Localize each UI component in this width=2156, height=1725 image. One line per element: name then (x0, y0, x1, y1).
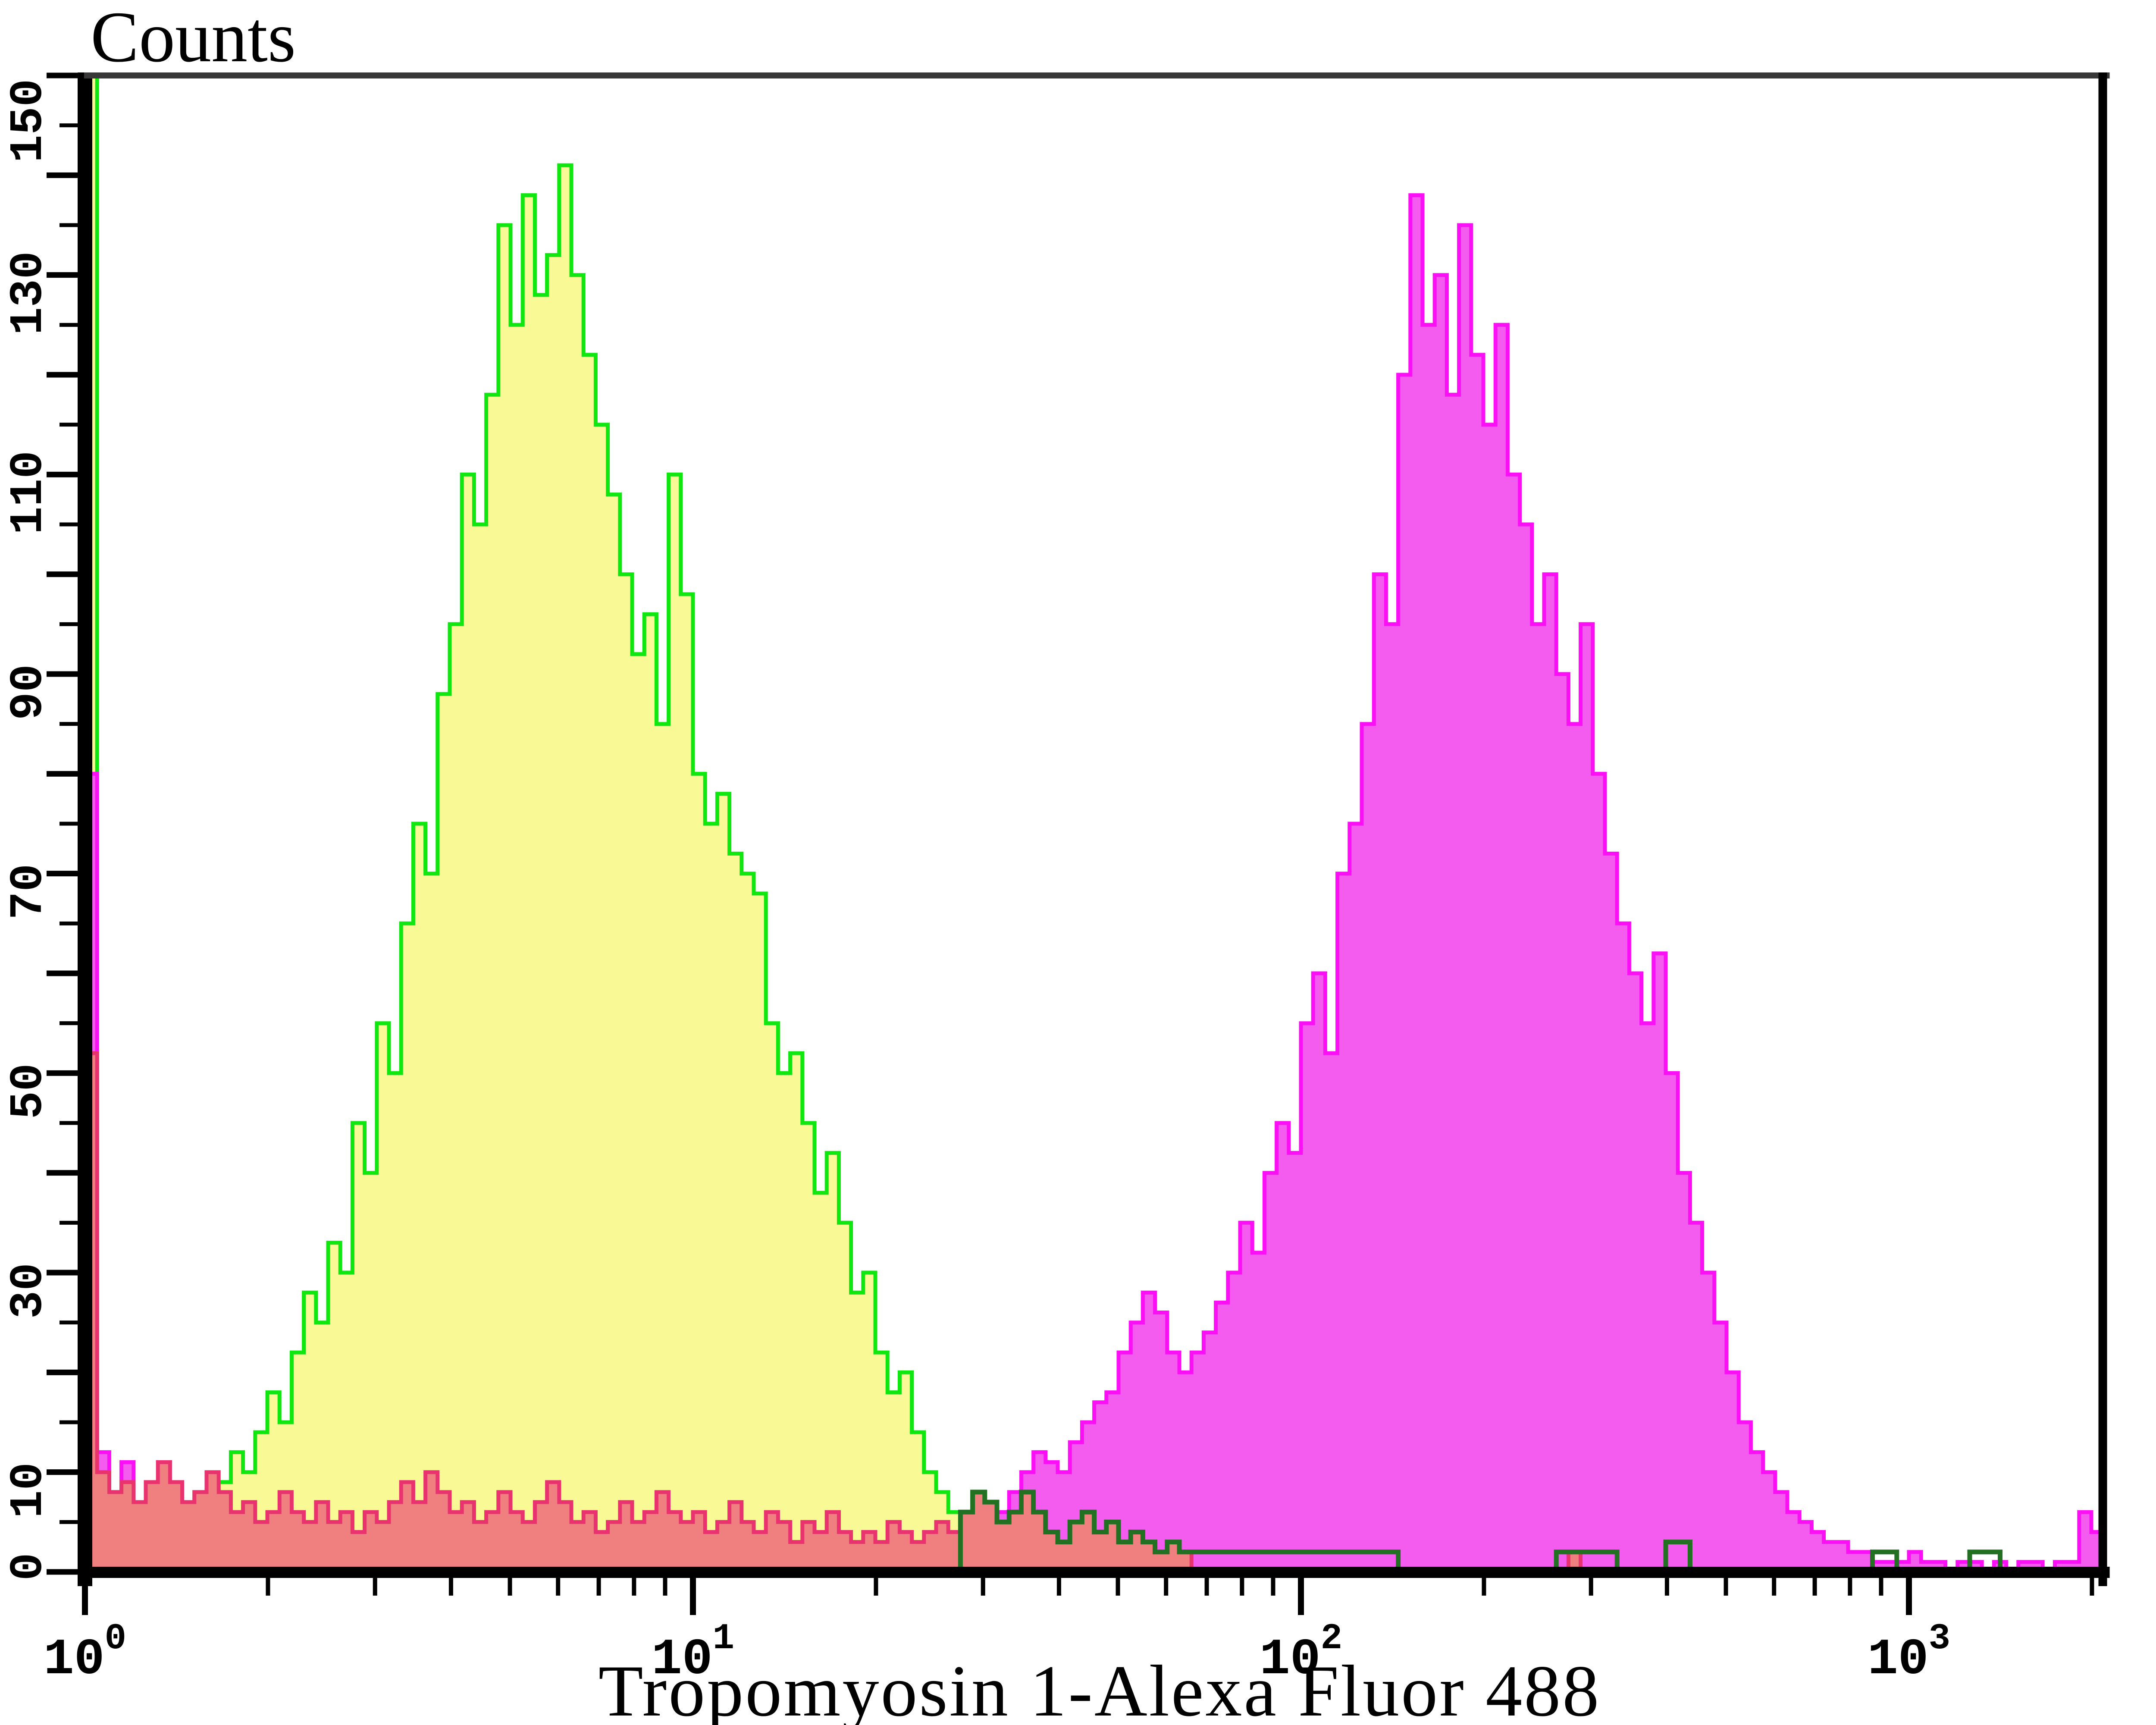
x-tick-label-1e1: 101 (652, 1618, 734, 1689)
y-tick-label-110: 110 (3, 451, 55, 534)
x-axis-spine (78, 1567, 2110, 1578)
y-tick-label-30: 30 (3, 1263, 55, 1319)
x-tick-labels: 100 101 102 103 (44, 1618, 1950, 1689)
right-border (2098, 72, 2107, 1586)
negative-control-yellow-green-outline-0 (83, 73, 1009, 1574)
chart-title: Counts (91, 0, 296, 77)
negative-control-yellow-green-fill-0 (85, 75, 1009, 1572)
x-tick-label-1e2: 102 (1260, 1618, 1342, 1689)
x-tick-label-1e3: 103 (1868, 1618, 1950, 1689)
y-tick-label-150: 150 (3, 79, 55, 163)
y-tick-label-90: 90 (3, 664, 55, 720)
x-tick-label-1e0: 100 (44, 1618, 126, 1689)
axis-spines (78, 72, 2110, 1586)
tropomyosin1-stained-magenta-outline-1 (934, 193, 2103, 1574)
x-axis-title: Tropomyosin 1-Alexa Fluor 488 (599, 1650, 1601, 1725)
series-layer (83, 73, 2103, 1574)
y-tick-label-0: 0 (3, 1553, 55, 1581)
y-tick-label-10: 10 (3, 1462, 55, 1518)
y-tick-label-130: 130 (3, 251, 55, 335)
axis-ticks (47, 72, 2094, 1615)
top-border (84, 72, 2110, 78)
y-tick-labels: 0 10 30 50 70 90 110 130 150 (3, 79, 55, 1581)
y-tick-label-50: 50 (3, 1063, 55, 1120)
secondary-only-red-fill-0 (85, 1053, 1192, 1572)
y-axis-spine (78, 72, 92, 1586)
y-tick-label-70: 70 (3, 864, 55, 920)
green-tail-accents-outline-0 (958, 1490, 1410, 1574)
tropomyosin1-stained-magenta-fill-1 (936, 195, 2101, 1572)
